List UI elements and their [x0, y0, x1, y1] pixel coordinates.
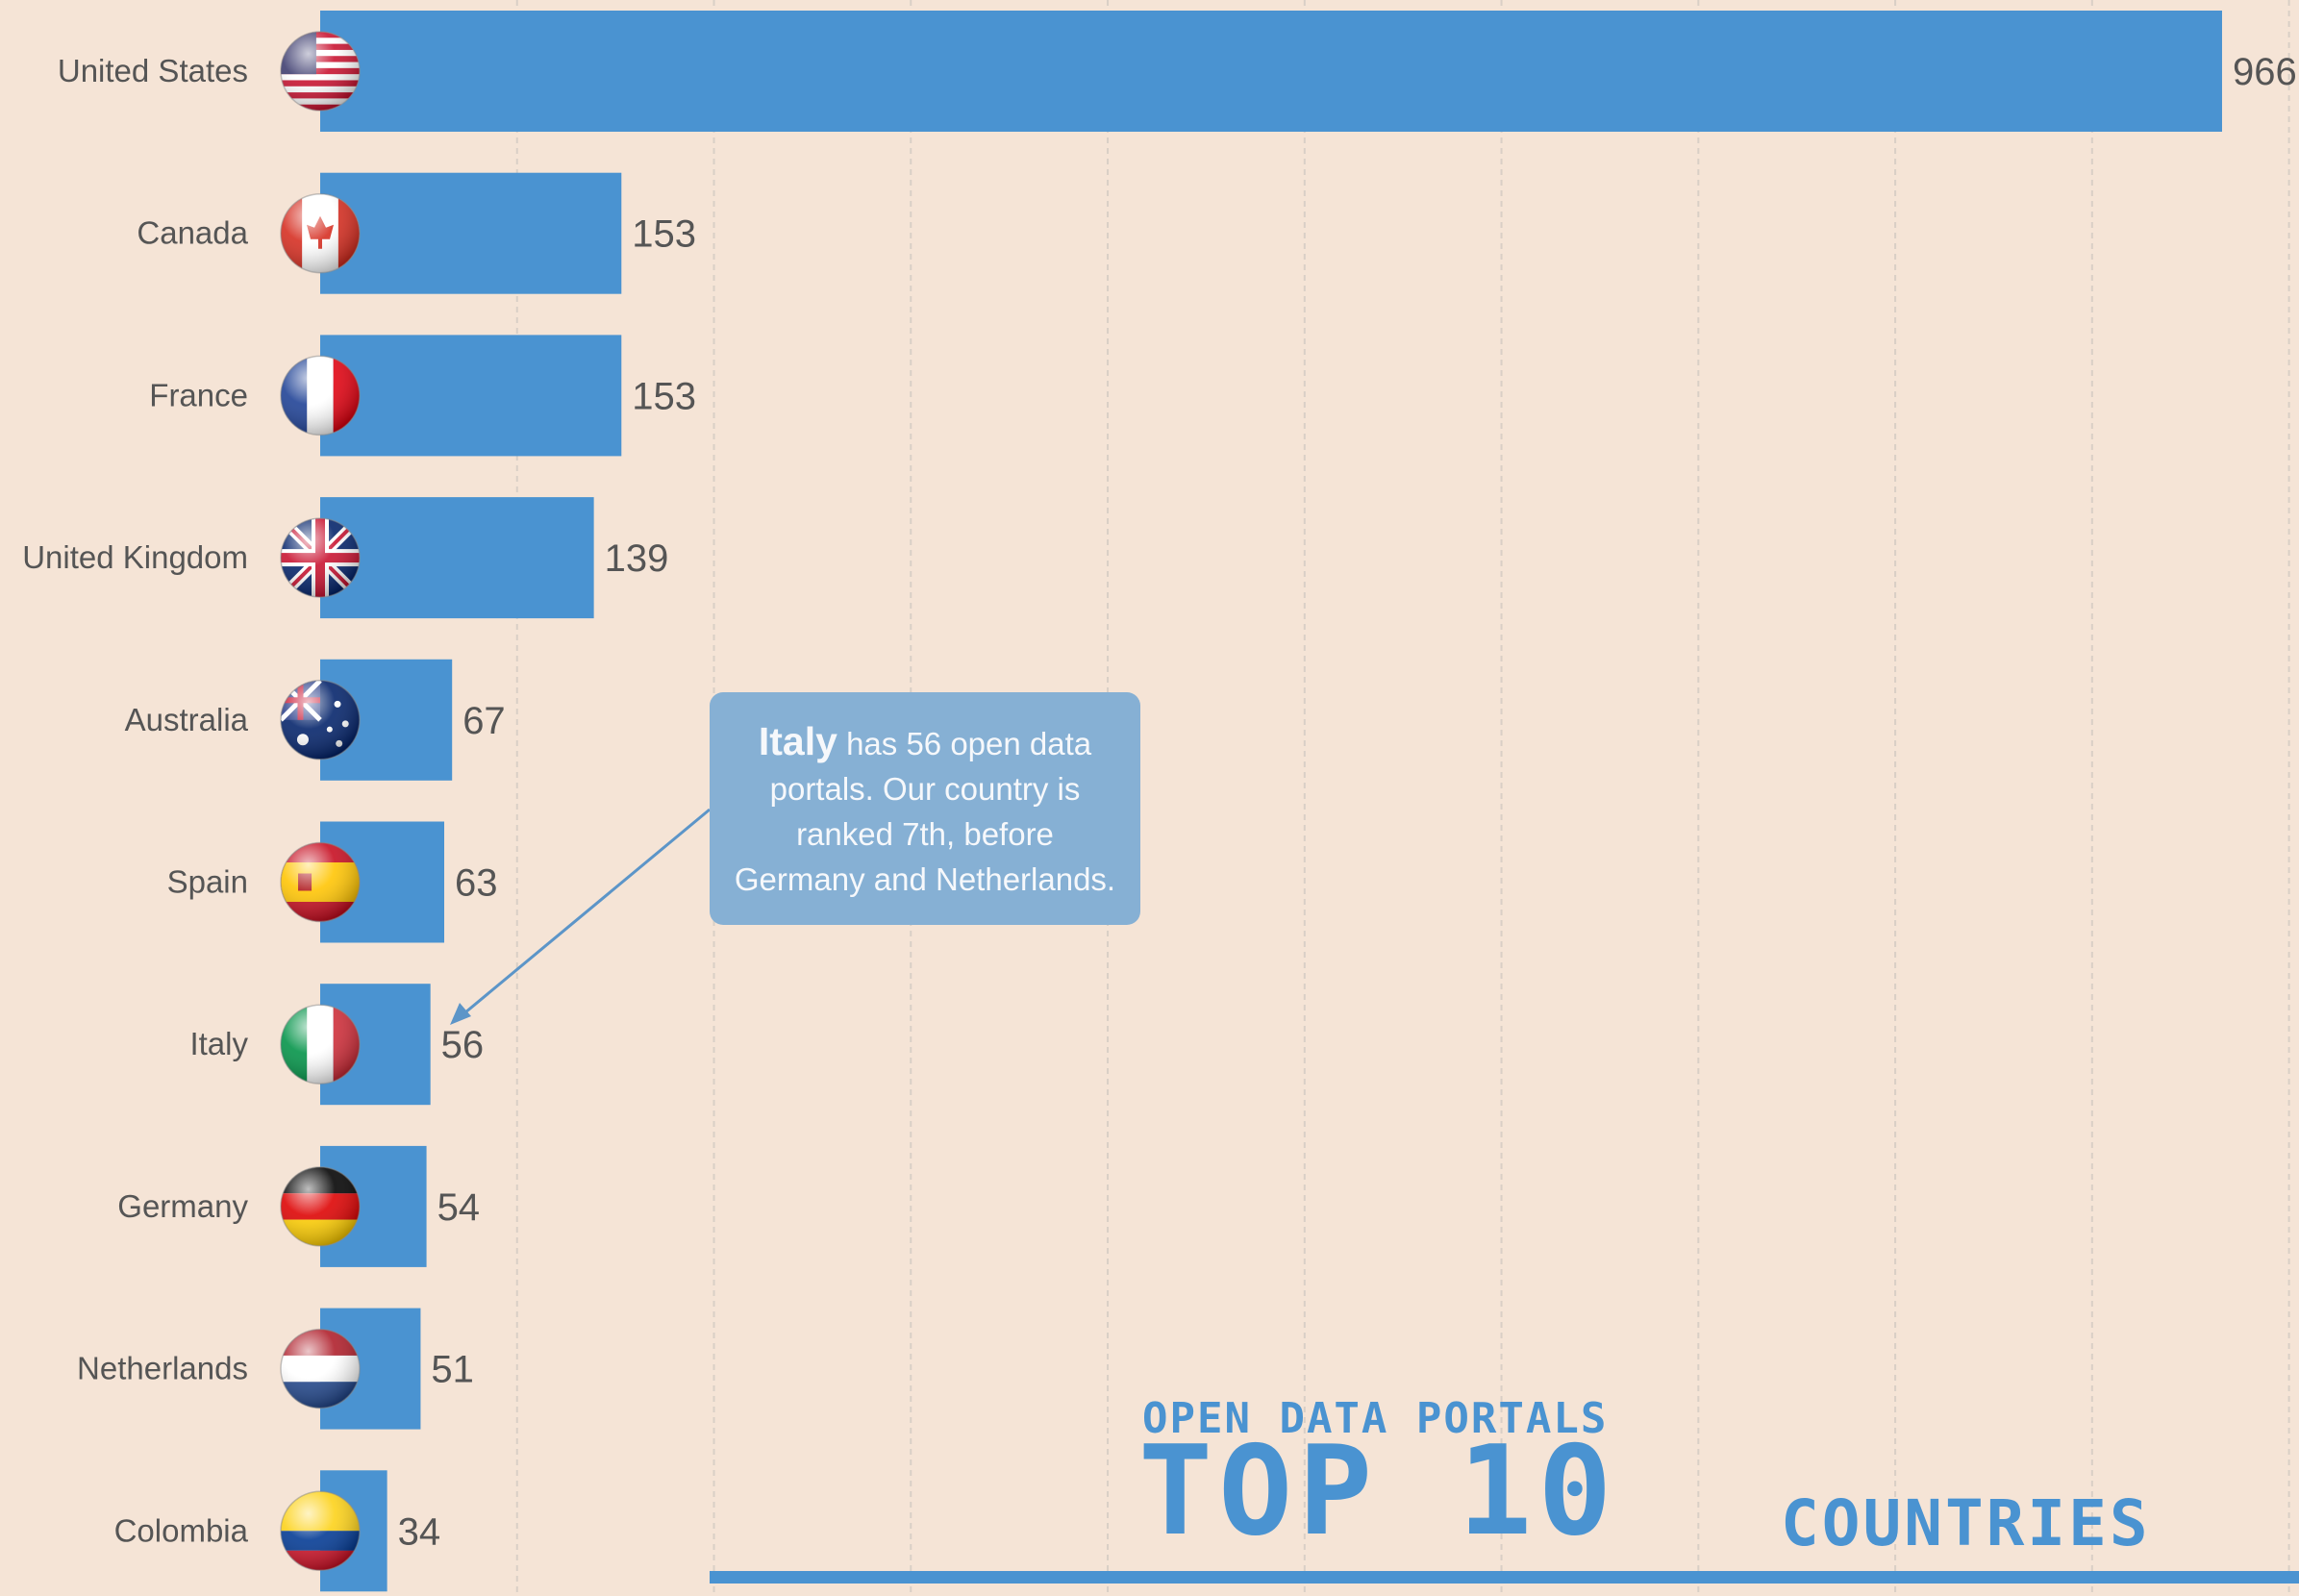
germany-flag-icon	[280, 1166, 361, 1247]
value-label: 63	[455, 862, 497, 905]
logo-subtitle: OPEN DATA PORTALS	[1142, 1394, 1609, 1443]
value-label: 139	[605, 537, 669, 580]
value-label: 51	[431, 1349, 474, 1391]
category-label: France	[149, 377, 248, 412]
category-label: Spain	[167, 864, 248, 900]
callout-lead: Italy	[758, 719, 837, 763]
value-label: 153	[632, 213, 696, 256]
australia-flag-icon	[280, 680, 361, 761]
canada-flag-icon	[280, 192, 361, 274]
spain-flag-icon	[280, 841, 361, 923]
labels: United States 966 Canada 153 France 153 United…	[22, 51, 2297, 1553]
us-flag-icon	[280, 31, 361, 112]
category-label: Italy	[189, 1026, 248, 1061]
value-label: 34	[398, 1510, 441, 1553]
bar	[320, 335, 622, 457]
category-label: Australia	[125, 702, 249, 737]
category-label: Germany	[117, 1188, 248, 1224]
uk-flag-icon	[280, 517, 361, 598]
france-flag-icon	[280, 355, 361, 436]
colombia-flag-icon	[280, 1490, 361, 1572]
category-label: Colombia	[114, 1512, 249, 1548]
value-label: 56	[441, 1024, 485, 1066]
bar	[320, 172, 622, 294]
logo-countries: COUNTRIES	[1781, 1486, 2151, 1560]
value-label: 153	[632, 375, 696, 417]
italy-callout: Italy has 56 open data portals. Our coun…	[710, 692, 1140, 925]
category-label: Netherlands	[77, 1351, 248, 1386]
bars	[320, 11, 2222, 1592]
callout-arrow	[459, 808, 711, 1019]
italy-flag-icon	[280, 1004, 361, 1085]
category-label: Canada	[137, 215, 248, 251]
category-label: United Kingdom	[22, 539, 248, 575]
logo-title: TOP 10	[1138, 1420, 1618, 1563]
callout-arrowhead	[450, 1003, 471, 1025]
logo-underline	[710, 1571, 2299, 1584]
value-label: 67	[462, 700, 506, 742]
category-label: United States	[58, 53, 248, 88]
netherlands-flag-icon	[280, 1328, 361, 1409]
value-label: 966	[2233, 51, 2297, 93]
bar	[320, 497, 594, 619]
callout-text: has 56 open data portals. Our country is…	[734, 726, 1116, 897]
value-label: 54	[437, 1186, 481, 1229]
bar	[320, 11, 2222, 132]
